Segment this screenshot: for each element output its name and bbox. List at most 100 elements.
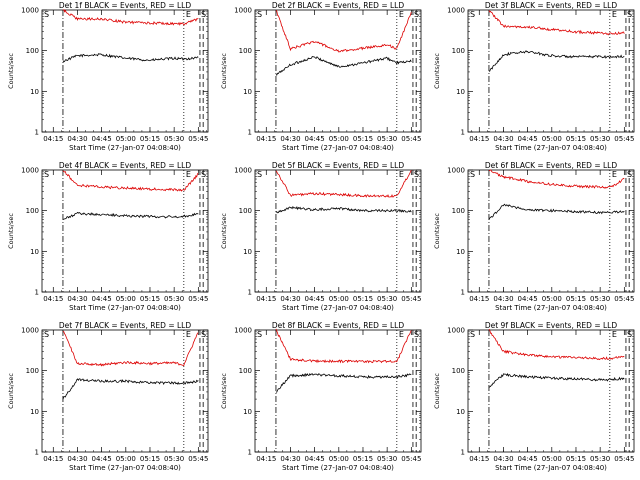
panel-svg: Det 9f BLACK = Events, RED = LLD 1 10 100 10… — [433, 321, 635, 472]
x-tick-label: 04:15 — [43, 295, 63, 303]
y-tick-label: 1000 — [21, 327, 39, 335]
start-marker-label: S — [414, 10, 419, 19]
detector-panel: Det 8f BLACK = Events, RED = LLD 1 10 100 10… — [213, 320, 426, 480]
x-tick-label: 04:45 — [305, 295, 325, 303]
events-series-line — [275, 372, 412, 393]
x-axis-label: Start Time (27-Jan-07 04:08:40) — [69, 464, 181, 472]
x-axis-label: Start Time (27-Jan-07 04:08:40) — [495, 304, 607, 312]
start-marker-label: S — [627, 10, 632, 19]
y-tick-label: 100 — [452, 47, 465, 55]
x-tick-label: 05:00 — [329, 135, 349, 143]
y-tick-label: 1000 — [234, 7, 252, 15]
y-tick-label: 1 — [248, 289, 252, 297]
lld-series-line — [488, 169, 625, 190]
events-series-line — [488, 203, 625, 220]
y-tick-label: 100 — [239, 207, 252, 215]
x-axis-label: Start Time (27-Jan-07 04:08:40) — [282, 144, 394, 152]
panel-svg: Det 1f BLACK = Events, RED = LLD 1 10 100 10… — [7, 1, 208, 152]
start-marker-label: S — [414, 170, 419, 179]
x-tick-label: 05:45 — [401, 455, 421, 463]
y-tick-label: 10 — [456, 408, 465, 416]
y-axis-label: Counts/sec — [433, 213, 441, 249]
y-tick-label: 1000 — [21, 7, 39, 15]
x-tick-label: 05:30 — [590, 135, 610, 143]
x-tick-label: 05:30 — [377, 455, 397, 463]
x-tick-label: 04:15 — [469, 295, 489, 303]
y-tick-label: 100 — [26, 47, 39, 55]
lld-series-line — [62, 9, 199, 26]
x-tick-label: 04:15 — [256, 455, 276, 463]
x-tick-label: 04:15 — [43, 135, 63, 143]
y-tick-label: 10 — [243, 88, 252, 96]
y-tick-label: 100 — [239, 367, 252, 375]
events-series-line — [275, 205, 412, 214]
y-tick-label: 1000 — [21, 167, 39, 175]
x-tick-label: 05:15 — [353, 135, 373, 143]
x-tick-label: 04:15 — [469, 135, 489, 143]
x-tick-label: 04:30 — [493, 135, 513, 143]
y-axis-label: Counts/sec — [220, 373, 228, 409]
panel-svg: Det 4f BLACK = Events, RED = LLD 1 10 100 10… — [7, 161, 209, 312]
y-axis-label: Counts/sec — [7, 373, 15, 409]
x-tick-label: 04:15 — [256, 135, 276, 143]
y-axis-label: Counts/sec — [7, 53, 15, 89]
x-axis-label: Start Time (27-Jan-07 04:08:40) — [69, 304, 181, 312]
x-tick-label: 05:45 — [401, 295, 421, 303]
start-marker-label: S — [470, 330, 475, 339]
y-tick-label: 100 — [452, 367, 465, 375]
x-tick-label: 05:45 — [188, 295, 208, 303]
x-tick-label: 05:00 — [542, 455, 562, 463]
y-tick-label: 1 — [35, 289, 39, 297]
x-tick-label: 05:15 — [353, 295, 373, 303]
detector-panel: Det 3f BLACK = Events, RED = LLD 1 10 100 10… — [426, 0, 639, 160]
start-marker-label: S — [44, 330, 49, 339]
panel-title: Det 5f BLACK = Events, RED = LLD — [272, 161, 405, 170]
plot-frame — [467, 9, 635, 133]
end-marker-label: E — [186, 170, 191, 179]
x-tick-label: 04:45 — [92, 455, 112, 463]
x-tick-label: 04:45 — [518, 455, 538, 463]
detector-panel: Det 6f BLACK = Events, RED = LLD 1 10 100 10… — [426, 160, 639, 320]
x-tick-label: 05:30 — [164, 455, 184, 463]
x-tick-label: 05:30 — [164, 295, 184, 303]
panel-svg: Det 6f BLACK = Events, RED = LLD 1 10 100 10… — [433, 161, 635, 312]
x-tick-label: 05:15 — [140, 295, 160, 303]
x-tick-label: 05:00 — [329, 295, 349, 303]
plot-frame — [41, 329, 209, 453]
lld-series-line — [275, 170, 412, 198]
y-tick-label: 1 — [35, 129, 39, 137]
y-tick-label: 10 — [456, 88, 465, 96]
x-axis-label: Start Time (27-Jan-07 04:08:40) — [495, 144, 607, 152]
lld-series-line — [275, 10, 412, 53]
x-tick-label: 04:15 — [43, 455, 63, 463]
lld-series-line — [488, 10, 625, 36]
x-tick-label: 05:00 — [542, 135, 562, 143]
plot-frame — [41, 169, 209, 293]
end-marker-label: E — [399, 330, 404, 339]
y-axis-label: Counts/sec — [433, 53, 441, 89]
start-marker-label: S — [44, 10, 49, 19]
x-axis-label: Start Time (27-Jan-07 04:08:40) — [282, 464, 394, 472]
x-tick-label: 04:30 — [67, 455, 87, 463]
y-tick-label: 100 — [26, 367, 39, 375]
x-tick-label: 04:45 — [305, 455, 325, 463]
events-series-line — [488, 372, 625, 388]
y-tick-label: 1 — [35, 449, 39, 457]
plot-frame — [467, 169, 635, 293]
events-series-line — [62, 378, 199, 400]
x-tick-label: 04:15 — [469, 455, 489, 463]
end-marker-label: E — [186, 330, 191, 339]
detector-panel: Det 4f BLACK = Events, RED = LLD 1 10 100 10… — [0, 160, 213, 320]
x-tick-label: 05:30 — [590, 295, 610, 303]
start-marker-label: S — [201, 330, 206, 339]
y-tick-label: 100 — [239, 47, 252, 55]
lld-series-line — [275, 328, 412, 364]
panel-title: Det 9f BLACK = Events, RED = LLD — [485, 321, 618, 330]
plot-frame — [467, 329, 635, 453]
x-tick-label: 05:45 — [614, 135, 634, 143]
x-tick-label: 05:00 — [329, 455, 349, 463]
detector-panel: Det 9f BLACK = Events, RED = LLD 1 10 100 10… — [426, 320, 639, 480]
x-tick-label: 04:45 — [518, 135, 538, 143]
x-tick-label: 04:30 — [67, 295, 87, 303]
